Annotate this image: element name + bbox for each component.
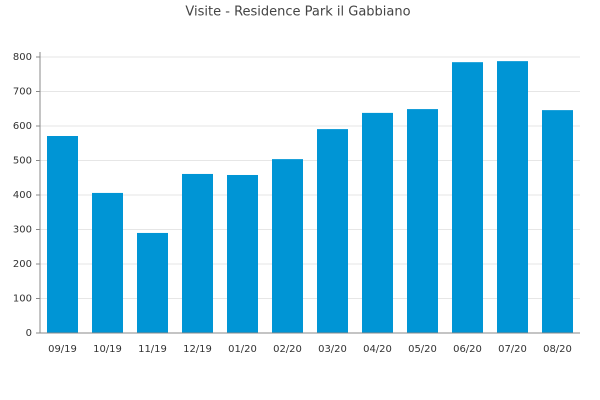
x-tick-label: 05/20: [408, 344, 437, 355]
y-tick-label: 600: [13, 121, 32, 132]
x-tick-label: 03/20: [318, 344, 347, 355]
y-tick-label: 800: [13, 52, 32, 63]
x-tick-label: 01/20: [228, 344, 257, 355]
x-tick-label: 09/19: [48, 344, 77, 355]
chart-title: Visite - Residence Park il Gabbiano: [185, 5, 410, 20]
y-tick-label: 0: [26, 328, 32, 339]
y-tick-label: 200: [13, 259, 32, 270]
bar: [317, 129, 348, 333]
x-tick-label: 10/19: [93, 344, 122, 355]
bar: [407, 109, 438, 333]
bar: [362, 112, 393, 333]
y-tick-label: 500: [13, 156, 32, 167]
y-tick-label: 100: [13, 294, 32, 305]
x-tick-label: 08/20: [543, 344, 572, 355]
bar: [497, 61, 528, 333]
y-tick-label: 700: [13, 87, 32, 98]
bar: [542, 110, 573, 333]
y-tick-label: 400: [13, 190, 32, 201]
x-tick-label: 04/20: [363, 344, 392, 355]
bar: [47, 136, 78, 333]
bar: [227, 174, 258, 333]
y-tick-label: 300: [13, 225, 32, 236]
x-tick-label: 11/19: [138, 344, 167, 355]
x-tick-label: 12/19: [183, 344, 212, 355]
bar: [137, 232, 168, 333]
bar: [272, 159, 303, 333]
bar: [452, 62, 483, 334]
x-tick-label: 07/20: [498, 344, 527, 355]
bar: [182, 173, 213, 333]
x-tick-label: 02/20: [273, 344, 302, 355]
bar: [92, 192, 123, 333]
x-tick-label: 06/20: [453, 344, 482, 355]
